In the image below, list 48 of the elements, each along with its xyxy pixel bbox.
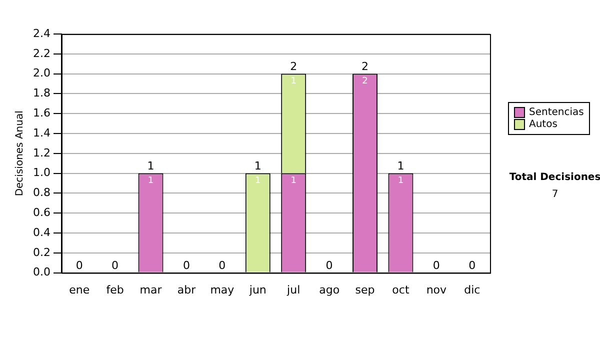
- total-label: 0: [468, 259, 476, 272]
- y-tick-label: 0.2: [32, 246, 50, 259]
- y-tick-label: 1.0: [32, 166, 50, 180]
- data-label: 1: [398, 176, 404, 186]
- x-tick-label: jun: [248, 283, 266, 296]
- total-label: 2: [290, 60, 298, 74]
- legend-label: Autos: [529, 119, 558, 130]
- total-label: 0: [432, 259, 440, 272]
- x-tick-label: abr: [177, 283, 196, 296]
- x-tick-label: jul: [286, 283, 300, 296]
- text: 7: [550, 189, 560, 200]
- y-axis-title: Decisiones Anual: [14, 110, 26, 196]
- total-label: 2: [362, 60, 369, 74]
- x-tick-label: feb: [106, 283, 124, 296]
- total-label: 1: [397, 160, 404, 173]
- data-label: 1: [290, 176, 296, 186]
- data-label: 1: [255, 176, 261, 186]
- legend-label: Sentencias: [529, 107, 584, 118]
- x-tick-label: may: [210, 283, 235, 296]
- y-tick-label: 2.4: [32, 26, 50, 40]
- y-tick-label: 2.2: [32, 46, 50, 60]
- total-label: 1: [147, 160, 154, 173]
- x-tick-label: sep: [355, 283, 375, 296]
- total-label: 0: [182, 259, 190, 272]
- data-label: 1: [290, 76, 296, 87]
- y-tick-label: 1.4: [32, 126, 50, 140]
- total-label: 0: [218, 259, 226, 272]
- y-tick-label: 0.6: [32, 206, 50, 219]
- total-label: 0: [112, 259, 119, 272]
- x-tick-label: dic: [464, 283, 480, 296]
- total-label: 1: [254, 160, 262, 173]
- data-label: 2: [362, 76, 368, 87]
- y-tick-label: 0.4: [32, 226, 50, 239]
- data-label: 1: [148, 176, 154, 186]
- x-tick-label: nov: [426, 283, 448, 296]
- total-label: 0: [76, 259, 83, 272]
- x-tick-label: mar: [140, 283, 162, 296]
- y-tick-label: 1.6: [32, 106, 50, 120]
- x-tick-label: ago: [319, 283, 340, 296]
- y-tick-label: 0.8: [32, 186, 50, 200]
- total-label: 0: [326, 259, 333, 272]
- y-tick-label: 0.0: [32, 266, 50, 279]
- x-tick-label: oct: [392, 283, 410, 296]
- y-tick-label: 1.2: [32, 146, 50, 160]
- y-tick-label: 2.0: [32, 66, 50, 80]
- y-tick-label: 1.8: [32, 86, 50, 100]
- text: Total Decisiones: [508, 172, 600, 183]
- x-tick-label: ene: [69, 283, 90, 296]
